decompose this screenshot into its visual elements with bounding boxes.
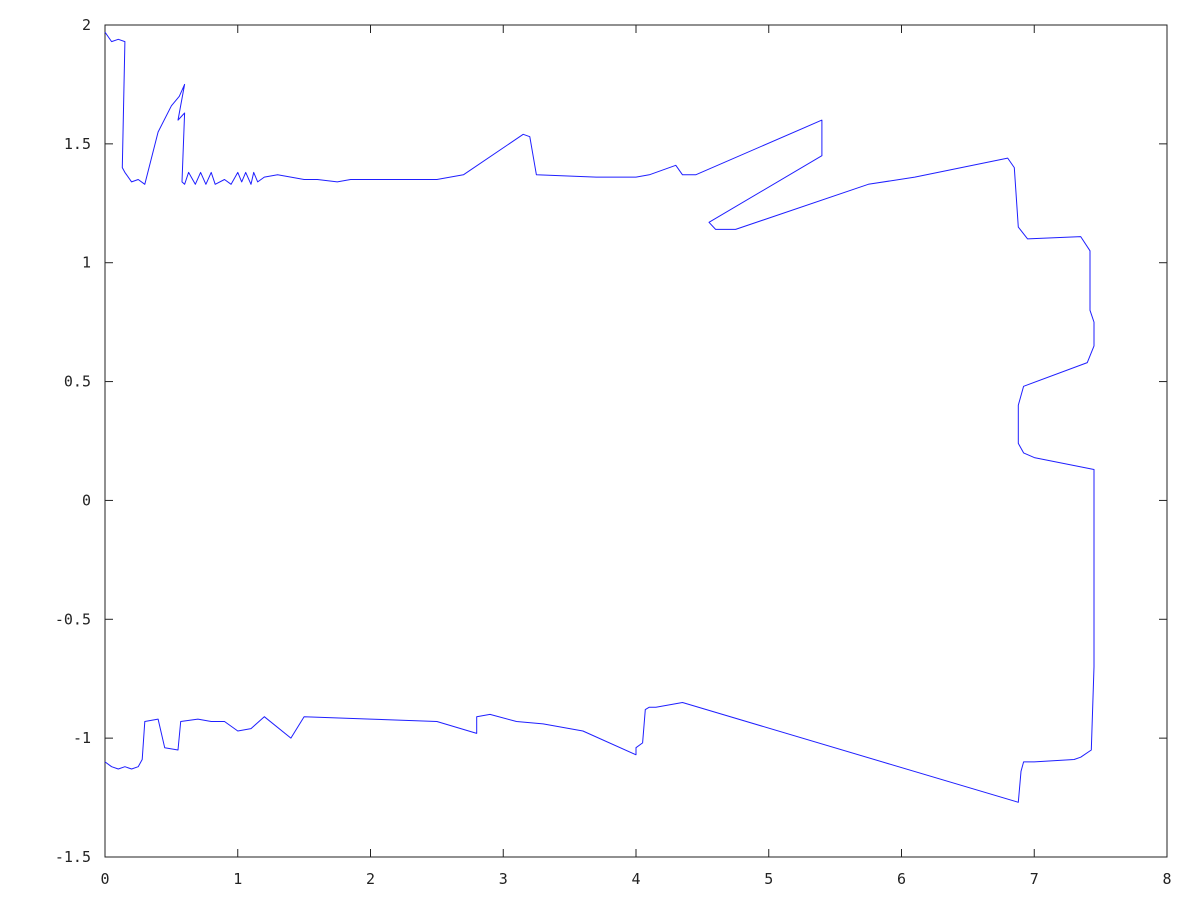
y-tick-label: 0.5 — [64, 373, 91, 391]
x-tick-label: 0 — [100, 870, 109, 888]
y-tick-label: -0.5 — [55, 610, 91, 628]
x-tick-label: 5 — [764, 870, 773, 888]
axis-tick-labels: 0 1 2 3 4 5 6 7 8 -1.5 -1 -0.5 0 0.5 1 1.5 2 — [55, 16, 1172, 888]
plot-area — [104, 24, 1168, 858]
series-line-0 — [104, 31, 1095, 803]
y-tick-label: 1.5 — [64, 135, 91, 153]
x-tick-label: 1 — [233, 870, 242, 888]
x-tick-label: 2 — [366, 870, 375, 888]
y-tick-label: 0 — [82, 491, 91, 509]
series-layer — [104, 31, 1095, 803]
y-tick-label: 1 — [82, 254, 91, 272]
x-tick-label: 8 — [1162, 870, 1171, 888]
axis-ticks — [104, 24, 1168, 858]
x-tick-label: 3 — [499, 870, 508, 888]
y-tick-label: -1.5 — [55, 848, 91, 866]
x-tick-label: 7 — [1030, 870, 1039, 888]
x-tick-label: 6 — [897, 870, 906, 888]
x-tick-label: 4 — [631, 870, 640, 888]
y-tick-label: -1 — [73, 729, 91, 747]
y-tick-label: 2 — [82, 16, 91, 34]
